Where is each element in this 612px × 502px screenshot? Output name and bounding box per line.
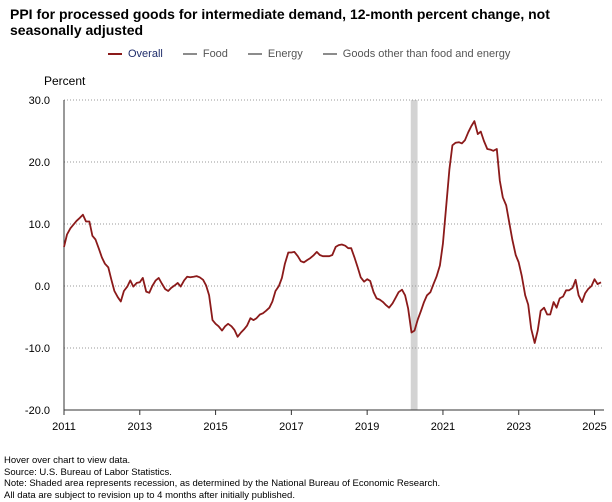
- legend-swatch-food: [182, 53, 197, 55]
- legend: Overall Food Energy Goods other than foo…: [108, 46, 530, 62]
- legend-item-goods-other[interactable]: Goods other than food and energy: [322, 48, 511, 60]
- chart-notes: Hover over chart to view data. Source: U…: [4, 455, 440, 501]
- legend-label-goods-other: Goods other than food and energy: [342, 48, 511, 60]
- y-tick-label-5: -20.0: [25, 405, 50, 417]
- x-tick-label-2: 2015: [203, 421, 227, 433]
- legend-label-food: Food: [202, 48, 228, 60]
- x-tick-label-1: 2013: [128, 421, 152, 433]
- legend-item-overall[interactable]: Overall: [108, 48, 163, 60]
- y-tick-label-0: 30.0: [29, 95, 50, 107]
- note-revision: All data are subject to revision up to 4…: [4, 489, 295, 501]
- note-source: Source: U.S. Bureau of Labor Statistics.: [4, 466, 172, 478]
- x-tick-label-0: 2011: [52, 421, 76, 433]
- note-hover: Hover over chart to view data.: [4, 455, 131, 466]
- x-tick-label-7: 2025: [582, 421, 606, 433]
- y-tick-label-3: 0.0: [35, 281, 50, 293]
- x-tick-label-6: 2023: [506, 421, 530, 433]
- legend-item-energy[interactable]: Energy: [247, 48, 303, 60]
- x-tick-label-5: 2021: [431, 421, 455, 433]
- legend-swatch-overall: [108, 53, 122, 55]
- legend-swatch-goods-other: [322, 53, 337, 55]
- x-tick-label-3: 2017: [279, 421, 303, 433]
- legend-item-food[interactable]: Food: [182, 48, 228, 60]
- y-tick-label-2: 10.0: [29, 219, 50, 231]
- note-recession: Note: Shaded area represents recession, …: [4, 478, 441, 489]
- legend-swatch-energy: [247, 53, 262, 55]
- legend-label-overall: Overall: [128, 48, 163, 60]
- recession-shading-0: [410, 100, 418, 410]
- x-tick-label-4: 2019: [355, 421, 379, 433]
- y-axis-label: Percent: [44, 74, 86, 88]
- chart-title: PPI for processed goods for intermediate…: [10, 6, 550, 38]
- y-tick-label-1: 20.0: [29, 157, 50, 169]
- legend-label-energy: Energy: [267, 48, 303, 60]
- y-tick-label-4: -10.0: [25, 343, 50, 355]
- series-line-overall: [63, 120, 602, 344]
